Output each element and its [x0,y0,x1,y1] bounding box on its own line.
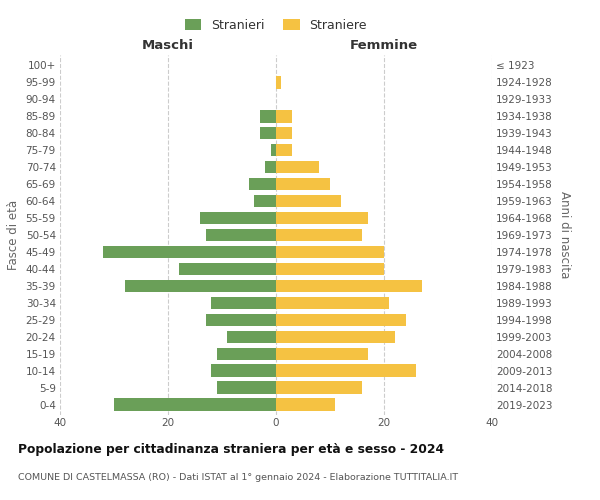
Bar [276,330,395,344]
Bar [125,280,276,292]
Bar [276,296,389,310]
Bar [114,398,276,411]
Legend: Stranieri, Straniere: Stranieri, Straniere [185,18,367,32]
Bar [276,382,362,394]
Bar [179,262,276,276]
Bar [276,110,292,122]
Bar [276,76,281,88]
Bar [249,178,276,190]
Bar [276,178,330,190]
Bar [211,296,276,310]
Bar [276,144,292,156]
Bar [206,228,276,241]
Bar [217,348,276,360]
Y-axis label: Fasce di età: Fasce di età [7,200,20,270]
Bar [211,364,276,377]
Text: Maschi: Maschi [142,38,194,52]
Text: Popolazione per cittadinanza straniera per età e sesso - 2024: Popolazione per cittadinanza straniera p… [18,442,444,456]
Y-axis label: Anni di nascita: Anni di nascita [559,192,571,278]
Bar [276,348,368,360]
Bar [276,398,335,411]
Bar [271,144,276,156]
Bar [206,314,276,326]
Bar [276,364,416,377]
Text: Femmine: Femmine [350,38,418,52]
Bar [260,126,276,140]
Bar [276,314,406,326]
Bar [276,160,319,173]
Bar [265,160,276,173]
Bar [276,194,341,207]
Bar [103,246,276,258]
Bar [260,110,276,122]
Bar [276,212,368,224]
Bar [200,212,276,224]
Bar [227,330,276,344]
Bar [276,280,422,292]
Bar [217,382,276,394]
Bar [276,262,384,276]
Bar [276,126,292,140]
Bar [276,246,384,258]
Bar [276,228,362,241]
Bar [254,194,276,207]
Text: COMUNE DI CASTELMASSA (RO) - Dati ISTAT al 1° gennaio 2024 - Elaborazione TUTTIT: COMUNE DI CASTELMASSA (RO) - Dati ISTAT … [18,472,458,482]
